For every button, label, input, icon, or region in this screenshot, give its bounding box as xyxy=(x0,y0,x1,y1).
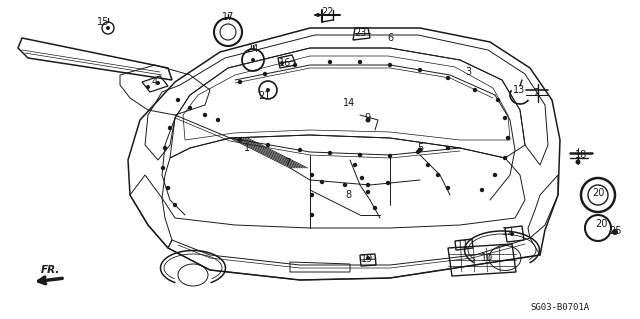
Text: 17: 17 xyxy=(222,12,234,22)
Circle shape xyxy=(176,98,180,102)
Text: 12: 12 xyxy=(502,227,514,237)
Text: 7: 7 xyxy=(284,158,290,168)
Circle shape xyxy=(280,61,284,65)
Circle shape xyxy=(426,163,430,167)
Text: 16: 16 xyxy=(279,58,291,68)
Circle shape xyxy=(320,180,324,184)
Text: 20: 20 xyxy=(592,188,604,198)
Circle shape xyxy=(446,186,450,190)
Circle shape xyxy=(106,26,110,30)
Text: 22: 22 xyxy=(321,7,333,17)
Circle shape xyxy=(266,143,270,147)
Circle shape xyxy=(510,232,514,236)
Circle shape xyxy=(310,213,314,217)
Text: 20: 20 xyxy=(595,219,607,229)
Circle shape xyxy=(316,13,320,17)
Circle shape xyxy=(238,80,242,84)
Circle shape xyxy=(496,98,500,102)
Circle shape xyxy=(372,206,377,210)
Circle shape xyxy=(612,229,618,235)
Text: FR.: FR. xyxy=(40,265,60,275)
Circle shape xyxy=(436,173,440,177)
Text: 5: 5 xyxy=(417,143,423,153)
Circle shape xyxy=(575,160,580,165)
Circle shape xyxy=(366,183,370,187)
Circle shape xyxy=(298,148,302,152)
Circle shape xyxy=(366,256,370,260)
Circle shape xyxy=(386,181,390,185)
Text: 25: 25 xyxy=(610,226,622,236)
Circle shape xyxy=(166,186,170,190)
Circle shape xyxy=(328,60,332,64)
Text: SG03-B0701A: SG03-B0701A xyxy=(531,303,589,313)
Circle shape xyxy=(446,76,450,80)
Circle shape xyxy=(293,63,297,67)
Text: 4: 4 xyxy=(152,77,158,87)
Circle shape xyxy=(353,163,357,167)
Text: 24: 24 xyxy=(246,44,258,54)
Circle shape xyxy=(480,188,484,192)
Circle shape xyxy=(493,173,497,177)
Circle shape xyxy=(146,85,150,89)
Circle shape xyxy=(446,146,450,150)
Circle shape xyxy=(328,151,332,155)
Circle shape xyxy=(310,193,314,197)
Circle shape xyxy=(388,154,392,158)
Text: 15: 15 xyxy=(97,17,109,27)
Text: 3: 3 xyxy=(465,67,471,77)
Circle shape xyxy=(366,190,370,194)
Text: 2: 2 xyxy=(533,88,539,98)
Text: 8: 8 xyxy=(345,190,351,200)
Text: 11: 11 xyxy=(457,240,469,250)
Circle shape xyxy=(263,72,268,76)
Circle shape xyxy=(360,176,364,180)
Text: 14: 14 xyxy=(343,98,355,108)
Circle shape xyxy=(388,63,392,67)
Text: 10: 10 xyxy=(481,253,493,263)
Circle shape xyxy=(203,113,207,117)
Text: 21: 21 xyxy=(258,91,270,101)
Circle shape xyxy=(358,60,362,64)
Text: 18: 18 xyxy=(575,150,587,160)
Circle shape xyxy=(506,136,510,140)
Circle shape xyxy=(251,58,255,62)
Text: 1: 1 xyxy=(244,143,250,153)
Text: 13: 13 xyxy=(513,85,525,95)
Circle shape xyxy=(163,146,167,150)
Circle shape xyxy=(418,68,422,72)
Circle shape xyxy=(266,88,270,92)
Circle shape xyxy=(417,147,422,152)
Circle shape xyxy=(310,173,314,177)
Circle shape xyxy=(473,88,477,92)
Circle shape xyxy=(503,156,507,160)
Circle shape xyxy=(188,106,192,110)
Text: 23: 23 xyxy=(354,28,366,38)
Circle shape xyxy=(168,126,172,130)
Circle shape xyxy=(358,153,362,157)
Text: 19: 19 xyxy=(361,254,373,264)
Circle shape xyxy=(503,116,507,120)
Circle shape xyxy=(365,117,371,122)
Circle shape xyxy=(161,166,165,170)
Circle shape xyxy=(156,81,160,85)
Circle shape xyxy=(343,183,347,187)
Circle shape xyxy=(173,203,177,207)
Text: 6: 6 xyxy=(387,33,393,43)
Circle shape xyxy=(416,150,420,154)
Circle shape xyxy=(238,138,242,142)
Circle shape xyxy=(216,118,220,122)
Text: 9: 9 xyxy=(364,113,370,123)
